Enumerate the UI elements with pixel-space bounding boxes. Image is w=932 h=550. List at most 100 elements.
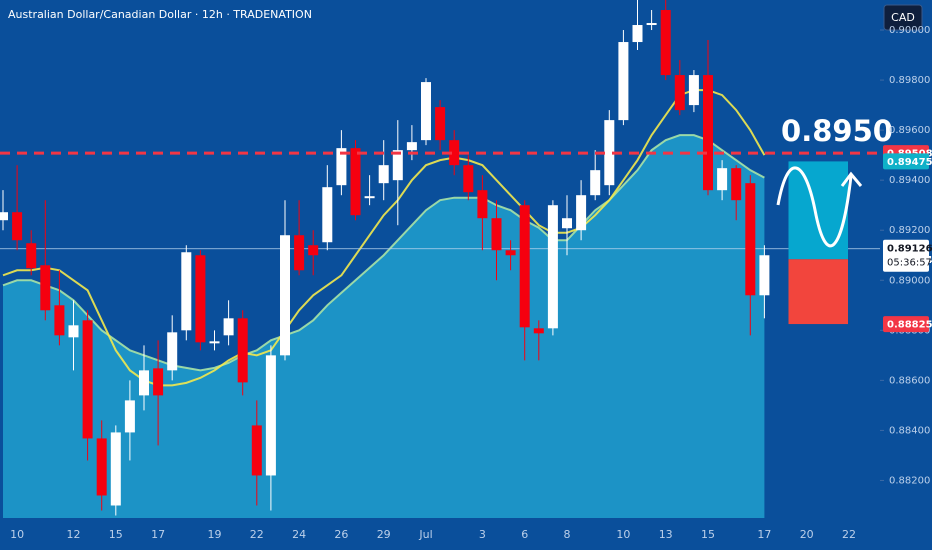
candle-body (280, 235, 290, 356)
candle-body (477, 190, 488, 219)
x-tick-label: 26 (334, 528, 348, 541)
candle-body (562, 218, 572, 229)
candle-body (223, 318, 234, 336)
candle-body (604, 120, 615, 186)
profit-zone (788, 161, 848, 260)
candle-body (308, 245, 319, 256)
candle-body (265, 355, 276, 476)
candle-body (54, 305, 65, 336)
target-annotation: 0.8950 (781, 114, 893, 148)
y-tick-label: 0.90000 (889, 25, 930, 36)
candle-body (392, 150, 403, 181)
candle-body (463, 165, 474, 193)
candle-body (12, 212, 23, 241)
candle-body (547, 205, 558, 329)
last-price-tag (883, 239, 929, 272)
currency-label[interactable]: CAD (891, 11, 915, 24)
x-tick-label: 24 (292, 528, 306, 541)
candle-body (759, 255, 770, 296)
price-tag (883, 316, 929, 333)
candle-body (322, 187, 333, 243)
moving-average (2, 89, 766, 387)
candle-body (40, 265, 51, 311)
chart-title: Australian Dollar/Canadian Dollar · 12h … (8, 8, 312, 21)
price-tag-label: 0.89475 (887, 157, 932, 168)
x-tick-label: 19 (208, 528, 222, 541)
candle-body (674, 75, 685, 111)
x-tick-label: 6 (521, 528, 528, 541)
price-tag (883, 153, 929, 170)
candle-body (124, 400, 135, 433)
candle-body (350, 148, 361, 216)
loss-zone (788, 259, 848, 325)
forecast-arrow (776, 166, 853, 248)
x-tick-label: 20 (800, 528, 814, 541)
ma-area (3, 135, 765, 518)
candle-body (731, 168, 742, 201)
x-tick-label: 10 (616, 528, 630, 541)
countdown: 05:36:57 (887, 258, 932, 269)
candle-body (505, 250, 516, 256)
candle-body (688, 75, 699, 106)
x-tick-label: Jul (418, 528, 432, 541)
x-tick-label: 22 (250, 528, 264, 541)
candle-body (209, 341, 220, 344)
y-tick-label: 0.88200 (889, 475, 930, 486)
x-tick-label: 10 (10, 528, 24, 541)
y-tick-label: 0.89600 (889, 125, 930, 136)
candle-body (0, 212, 8, 221)
candle-body (519, 205, 530, 328)
candle-body (703, 75, 713, 191)
x-tick-label: 17 (757, 528, 771, 541)
x-tick-label: 3 (479, 528, 486, 541)
x-tick-label: 12 (67, 528, 81, 541)
candle-body (576, 195, 587, 231)
candle-body (646, 23, 657, 26)
last-price-label: 0.89126 (887, 244, 932, 255)
y-tick-label: 0.89000 (889, 275, 930, 286)
candle-body (717, 168, 728, 191)
plot-area (0, 0, 880, 518)
candle-body (167, 332, 178, 371)
candle-body (435, 107, 446, 141)
candle-body (26, 243, 37, 269)
currency-button[interactable] (883, 4, 923, 31)
y-tick-label: 0.89400 (889, 175, 930, 186)
candle-body (96, 438, 107, 496)
y-tick-label: 0.88600 (889, 375, 930, 386)
x-tick-label: 17 (151, 528, 165, 541)
candle-body (181, 252, 192, 331)
x-tick-label: 29 (377, 528, 391, 541)
x-tick-label: 15 (701, 528, 715, 541)
candle-body (364, 196, 375, 199)
candle-body (745, 183, 756, 296)
arrow-head (840, 171, 863, 187)
candle-body (139, 370, 149, 396)
candle-body (153, 368, 164, 396)
x-tick-label: 15 (109, 528, 123, 541)
candle-body (378, 165, 389, 184)
candle-body (533, 328, 544, 334)
candle-body (618, 42, 629, 121)
candle-body (632, 25, 643, 43)
y-tick-label: 0.89200 (889, 225, 930, 236)
y-tick-label: 0.89800 (889, 75, 930, 86)
x-tick-label: 22 (842, 528, 856, 541)
candle-body (251, 425, 262, 476)
candle-body (82, 320, 93, 439)
moving-average (2, 134, 765, 372)
x-tick-label: 13 (659, 528, 673, 541)
candle-body (590, 170, 601, 196)
x-tick-label: 8 (564, 528, 571, 541)
candle-body (421, 82, 431, 141)
candle-body (68, 325, 79, 338)
price-tag-label: 0.88825 (887, 320, 932, 331)
candle-body (449, 140, 460, 166)
candle-body (660, 10, 671, 76)
y-tick-label: 0.88400 (889, 425, 930, 436)
candle-body (491, 218, 502, 251)
candle-body (406, 142, 417, 151)
candle-body (336, 148, 347, 186)
